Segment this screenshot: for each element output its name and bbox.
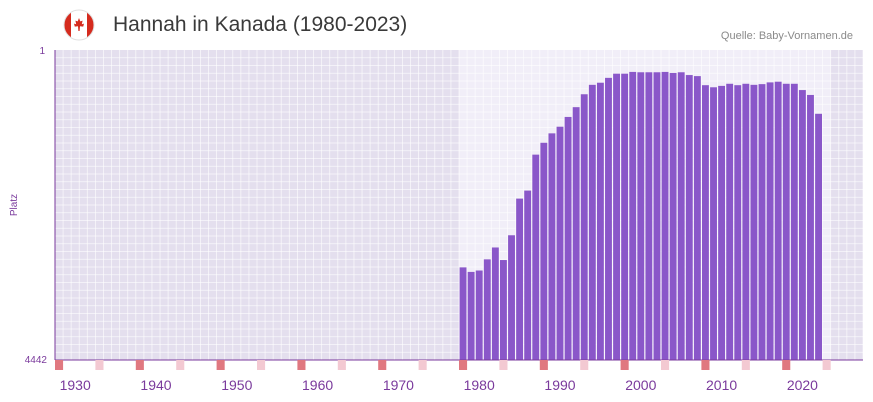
y-axis-label: Platz bbox=[9, 194, 20, 216]
bar bbox=[532, 154, 540, 360]
x-tick-markers bbox=[55, 360, 831, 370]
bar bbox=[459, 267, 467, 360]
bar bbox=[483, 259, 491, 360]
bar bbox=[645, 72, 653, 360]
x-tick-marker bbox=[580, 360, 589, 370]
bar bbox=[750, 84, 758, 360]
bar bbox=[475, 270, 483, 360]
x-tick-marker bbox=[459, 360, 468, 370]
bar bbox=[815, 113, 822, 360]
bar bbox=[516, 198, 524, 360]
bar bbox=[540, 142, 548, 360]
bar bbox=[613, 73, 620, 361]
chart-title: Hannah in Kanada (1980-2023) bbox=[113, 13, 408, 36]
x-tick-marker bbox=[55, 360, 64, 370]
bar bbox=[580, 94, 588, 360]
x-tick-marker bbox=[539, 360, 548, 370]
source-link[interactable]: Quelle: Baby-Vornamen.de bbox=[720, 30, 853, 42]
x-tick-marker bbox=[95, 360, 104, 370]
bar bbox=[782, 83, 790, 360]
bar bbox=[508, 235, 515, 360]
x-tick-marker bbox=[741, 360, 750, 370]
x-tick-label: 1940 bbox=[140, 377, 171, 393]
x-tick-label: 1960 bbox=[302, 377, 333, 393]
x-tick-marker bbox=[297, 360, 306, 370]
plot-grid bbox=[54, 50, 864, 360]
x-tick-marker bbox=[782, 360, 791, 370]
bar bbox=[677, 72, 685, 360]
bar bbox=[621, 73, 629, 361]
bar bbox=[637, 72, 645, 360]
y-tick-label-bottom: 4442 bbox=[25, 355, 48, 366]
x-tick-marker bbox=[378, 360, 387, 370]
bar bbox=[807, 94, 814, 360]
bar-series bbox=[459, 71, 822, 361]
bar bbox=[718, 85, 726, 360]
bar bbox=[564, 116, 572, 360]
bar bbox=[556, 126, 564, 360]
bar bbox=[774, 81, 782, 360]
x-tick-label: 1980 bbox=[464, 377, 495, 393]
bar bbox=[693, 76, 701, 360]
bar bbox=[710, 87, 717, 360]
bar bbox=[605, 77, 612, 360]
x-tick-marker bbox=[337, 360, 346, 370]
x-tick-label: 2010 bbox=[706, 377, 737, 393]
y-tick-label-top: 1 bbox=[39, 46, 45, 57]
x-tick-marker bbox=[822, 360, 831, 370]
bar bbox=[669, 72, 677, 360]
bar bbox=[685, 75, 693, 361]
x-tick-label: 1990 bbox=[544, 377, 575, 393]
x-tick-label: 1930 bbox=[60, 377, 91, 393]
bar bbox=[629, 71, 637, 360]
chart-header: Hannah in Kanada (1980-2023) Quelle: Bab… bbox=[0, 0, 873, 50]
bar bbox=[758, 84, 766, 360]
bar bbox=[734, 85, 742, 360]
x-tick-marker bbox=[620, 360, 629, 370]
bar bbox=[661, 71, 669, 360]
bar bbox=[491, 247, 499, 360]
bar bbox=[596, 82, 604, 360]
bar bbox=[766, 82, 774, 360]
bar bbox=[572, 107, 580, 360]
bar bbox=[524, 190, 532, 360]
x-tick-marker bbox=[499, 360, 508, 370]
x-tick-label: 1970 bbox=[383, 377, 414, 393]
x-tick-marker bbox=[216, 360, 225, 370]
x-tick-marker bbox=[701, 360, 710, 370]
bar bbox=[588, 84, 596, 360]
x-tick-label: 2020 bbox=[787, 377, 818, 393]
x-tick-marker bbox=[135, 360, 144, 370]
x-tick-label: 1950 bbox=[221, 377, 252, 393]
x-tick-marker bbox=[257, 360, 266, 370]
bar bbox=[702, 85, 709, 360]
x-tick-marker bbox=[418, 360, 427, 370]
bar bbox=[653, 72, 661, 360]
canada-flag-icon bbox=[63, 9, 95, 41]
bar bbox=[548, 133, 556, 360]
bar bbox=[798, 90, 806, 360]
x-tick-marker bbox=[176, 360, 185, 370]
x-tick-labels: 1930 1940 1950 1960 1970 1980 1990 2000 2010 2020 bbox=[60, 377, 819, 393]
bar bbox=[500, 260, 507, 360]
bar bbox=[790, 83, 798, 360]
x-tick-label: 2000 bbox=[625, 377, 656, 393]
bar bbox=[467, 271, 475, 360]
bar bbox=[726, 83, 734, 360]
bar bbox=[742, 83, 750, 360]
x-tick-marker bbox=[661, 360, 670, 370]
